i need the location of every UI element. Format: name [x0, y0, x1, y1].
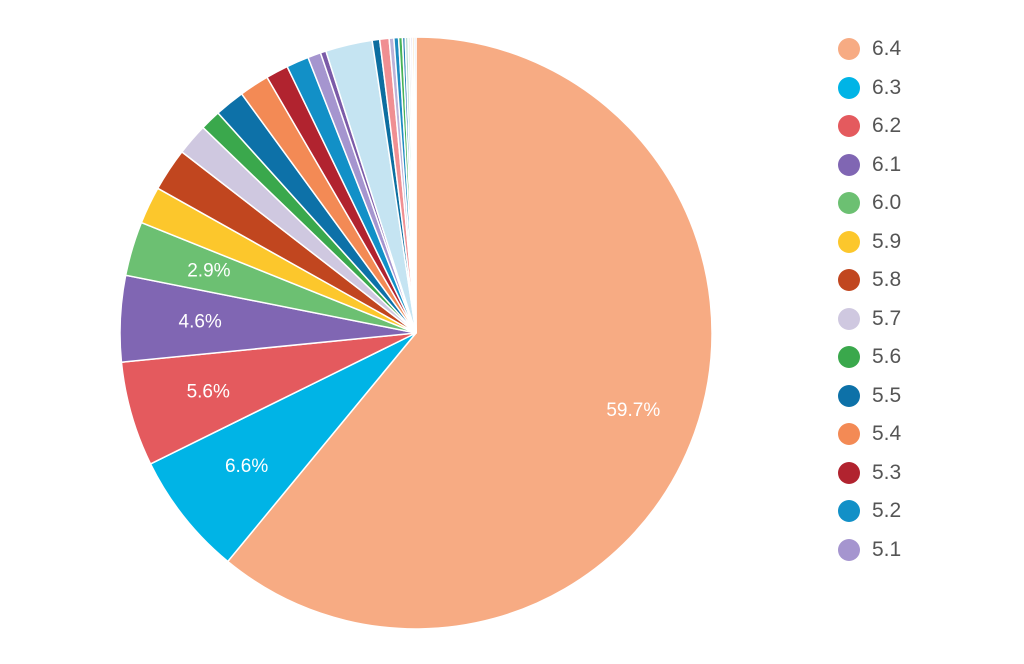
legend-label: 5.2: [872, 499, 902, 523]
legend-swatch: [838, 115, 860, 138]
pie-chart-svg: 59.7% 6.6% 5.6% 4.6% 2.9%: [119, 36, 713, 630]
slice-data-label: 59.7%: [606, 400, 660, 421]
legend-swatch: [838, 461, 860, 484]
legend-label: 6.3: [872, 75, 902, 99]
slice-data-label: 4.6%: [179, 311, 222, 332]
slice-data-label: 6.6%: [225, 456, 268, 477]
legend-label: 5.8: [872, 268, 902, 292]
legend-label: 5.7: [872, 306, 902, 330]
legend-swatch: [838, 500, 860, 523]
legend-label: 5.1: [872, 537, 902, 561]
legend-label: 6.4: [872, 37, 902, 61]
legend-item-5-4[interactable]: 5.4: [838, 415, 1008, 454]
legend-item-6-2[interactable]: 6.2: [838, 107, 1008, 146]
legend-item-5-5[interactable]: 5.5: [838, 377, 1008, 416]
legend-label: 6.0: [872, 191, 902, 215]
pie-chart: 59.7% 6.6% 5.6% 4.6% 2.9%: [119, 36, 713, 630]
legend-item-6-0[interactable]: 6.0: [838, 184, 1008, 223]
legend-label: 5.9: [872, 229, 902, 253]
legend-swatch: [838, 269, 860, 292]
legend-swatch: [838, 38, 860, 61]
slice-data-label: 5.6%: [187, 381, 230, 402]
legend-label: 5.6: [872, 345, 902, 369]
legend-label: 5.3: [872, 460, 902, 484]
legend-item-5-7[interactable]: 5.7: [838, 300, 1008, 339]
slice-data-label: 2.9%: [187, 260, 230, 281]
legend-item-5-2[interactable]: 5.2: [838, 492, 1008, 531]
pie-slice-6-4[interactable]: [227, 36, 713, 630]
legend-item-6-3[interactable]: 6.3: [838, 69, 1008, 108]
legend-swatch: [838, 230, 860, 253]
legend-label: 5.4: [872, 422, 902, 446]
pie-slice-6-3[interactable]: [149, 332, 417, 563]
legend-item-6-1[interactable]: 6.1: [838, 146, 1008, 185]
legend-item-6-4[interactable]: 6.4: [838, 30, 1008, 69]
legend-swatch: [838, 423, 860, 446]
legend-item-5-9[interactable]: 5.9: [838, 223, 1008, 262]
legend-item-5-1[interactable]: 5.1: [838, 531, 1008, 570]
legend-swatch: [838, 346, 860, 369]
legend-swatch: [838, 307, 860, 330]
legend-swatch: [838, 153, 860, 176]
legend-label: 6.2: [872, 114, 902, 138]
legend-swatch: [838, 384, 860, 407]
chart-legend: 6.4 6.3 6.2 6.1 6.0 5.9 5.8 5.7 5.6 5.5 5.4 5.3 5.2 5…: [838, 30, 1008, 569]
legend-label: 6.1: [872, 152, 902, 176]
legend-item-5-8[interactable]: 5.8: [838, 261, 1008, 300]
legend-swatch: [838, 76, 860, 99]
legend-item-5-3[interactable]: 5.3: [838, 454, 1008, 493]
legend-swatch: [838, 192, 860, 215]
legend-item-5-6[interactable]: 5.6: [838, 338, 1008, 377]
legend-swatch: [838, 538, 860, 561]
legend-label: 5.5: [872, 383, 902, 407]
pie-slice-26[interactable]: [413, 36, 417, 334]
